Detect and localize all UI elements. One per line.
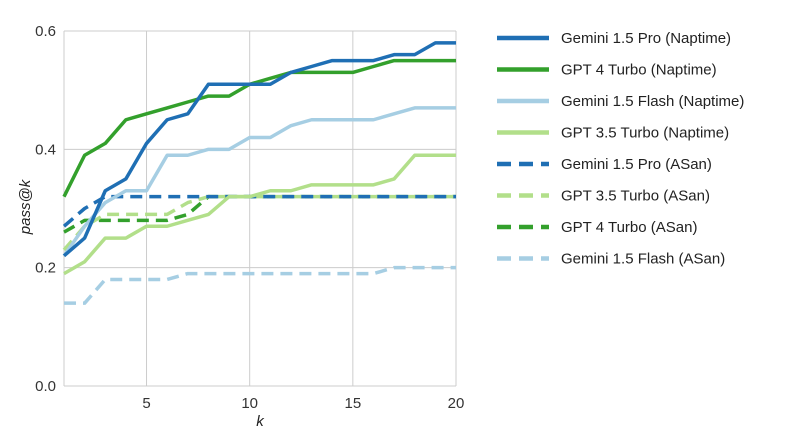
legend-label: GPT 3.5 Turbo (Naptime) xyxy=(561,125,729,142)
legend-label: GPT 3.5 Turbo (ASan) xyxy=(561,188,710,205)
legend: Gemini 1.5 Pro (Naptime) GPT 4 Turbo (Nap… xyxy=(497,30,744,268)
legend-label: Gemini 1.5 Pro (Naptime) xyxy=(561,30,731,47)
series-line-7 xyxy=(64,265,456,305)
series-line-2 xyxy=(62,106,456,257)
legend-label: Gemini 1.5 Flash (ASan) xyxy=(561,251,725,268)
y-tick-label: 0.2 xyxy=(35,260,56,277)
x-axis-label: k xyxy=(256,413,265,430)
x-tick-labels: 5 10 15 20 xyxy=(142,395,464,412)
series-line-1 xyxy=(62,58,456,198)
y-tick-label: 0.0 xyxy=(35,378,56,395)
y-tick-labels: 0.0 0.2 0.4 0.6 xyxy=(35,23,56,395)
series-line-5 xyxy=(62,194,456,252)
legend-label: Gemini 1.5 Pro (ASan) xyxy=(561,156,712,173)
legend-label: Gemini 1.5 Flash (Naptime) xyxy=(561,93,744,110)
series-line-6 xyxy=(63,194,456,234)
grid-lines xyxy=(63,30,457,387)
x-tick-label: 10 xyxy=(241,395,258,412)
series-line-3 xyxy=(63,153,456,276)
y-tick-label: 0.6 xyxy=(35,23,56,40)
legend-label: GPT 4 Turbo (ASan) xyxy=(561,219,697,236)
x-tick-label: 5 xyxy=(142,395,150,412)
series-line-0 xyxy=(62,41,456,258)
x-tick-label: 20 xyxy=(448,395,465,412)
y-axis-label: pass@k xyxy=(17,178,34,235)
x-tick-label: 15 xyxy=(344,395,361,412)
legend-label: GPT 4 Turbo (Naptime) xyxy=(561,62,717,79)
series-lines xyxy=(62,41,456,305)
y-tick-label: 0.4 xyxy=(35,141,56,158)
